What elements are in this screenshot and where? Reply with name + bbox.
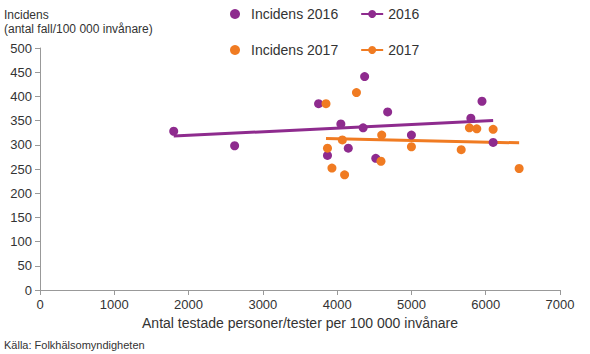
svg-text:100: 100 [10, 234, 32, 249]
svg-text:2000: 2000 [174, 297, 203, 312]
svg-text:Incidens 2017: Incidens 2017 [251, 42, 338, 58]
svg-text:4000: 4000 [323, 297, 352, 312]
svg-text:6000: 6000 [471, 297, 500, 312]
svg-text:Källa: Folkhälsomyndigheten: Källa: Folkhälsomyndigheten [4, 339, 145, 351]
svg-text:400: 400 [10, 89, 32, 104]
svg-text:2016: 2016 [388, 6, 419, 22]
svg-text:Incidens 2016: Incidens 2016 [251, 6, 338, 22]
svg-text:0: 0 [36, 297, 43, 312]
svg-text:200: 200 [10, 186, 32, 201]
svg-text:1000: 1000 [100, 297, 129, 312]
svg-text:7000: 7000 [546, 297, 575, 312]
svg-text:300: 300 [10, 137, 32, 152]
svg-text:50: 50 [18, 258, 32, 273]
svg-text:(antal fall/100 000 invånare): (antal fall/100 000 invånare) [4, 22, 153, 36]
svg-text:5000: 5000 [397, 297, 426, 312]
svg-text:3000: 3000 [248, 297, 277, 312]
svg-text:250: 250 [10, 162, 32, 177]
svg-text:Incidens: Incidens [4, 8, 49, 22]
svg-text:2017: 2017 [388, 42, 419, 58]
svg-text:0: 0 [25, 283, 32, 298]
svg-text:350: 350 [10, 113, 32, 128]
svg-text:500: 500 [10, 41, 32, 56]
svg-text:150: 150 [10, 210, 32, 225]
svg-text:450: 450 [10, 65, 32, 80]
svg-text:Antal testade personer/tester: Antal testade personer/tester per 100 00… [142, 315, 458, 331]
